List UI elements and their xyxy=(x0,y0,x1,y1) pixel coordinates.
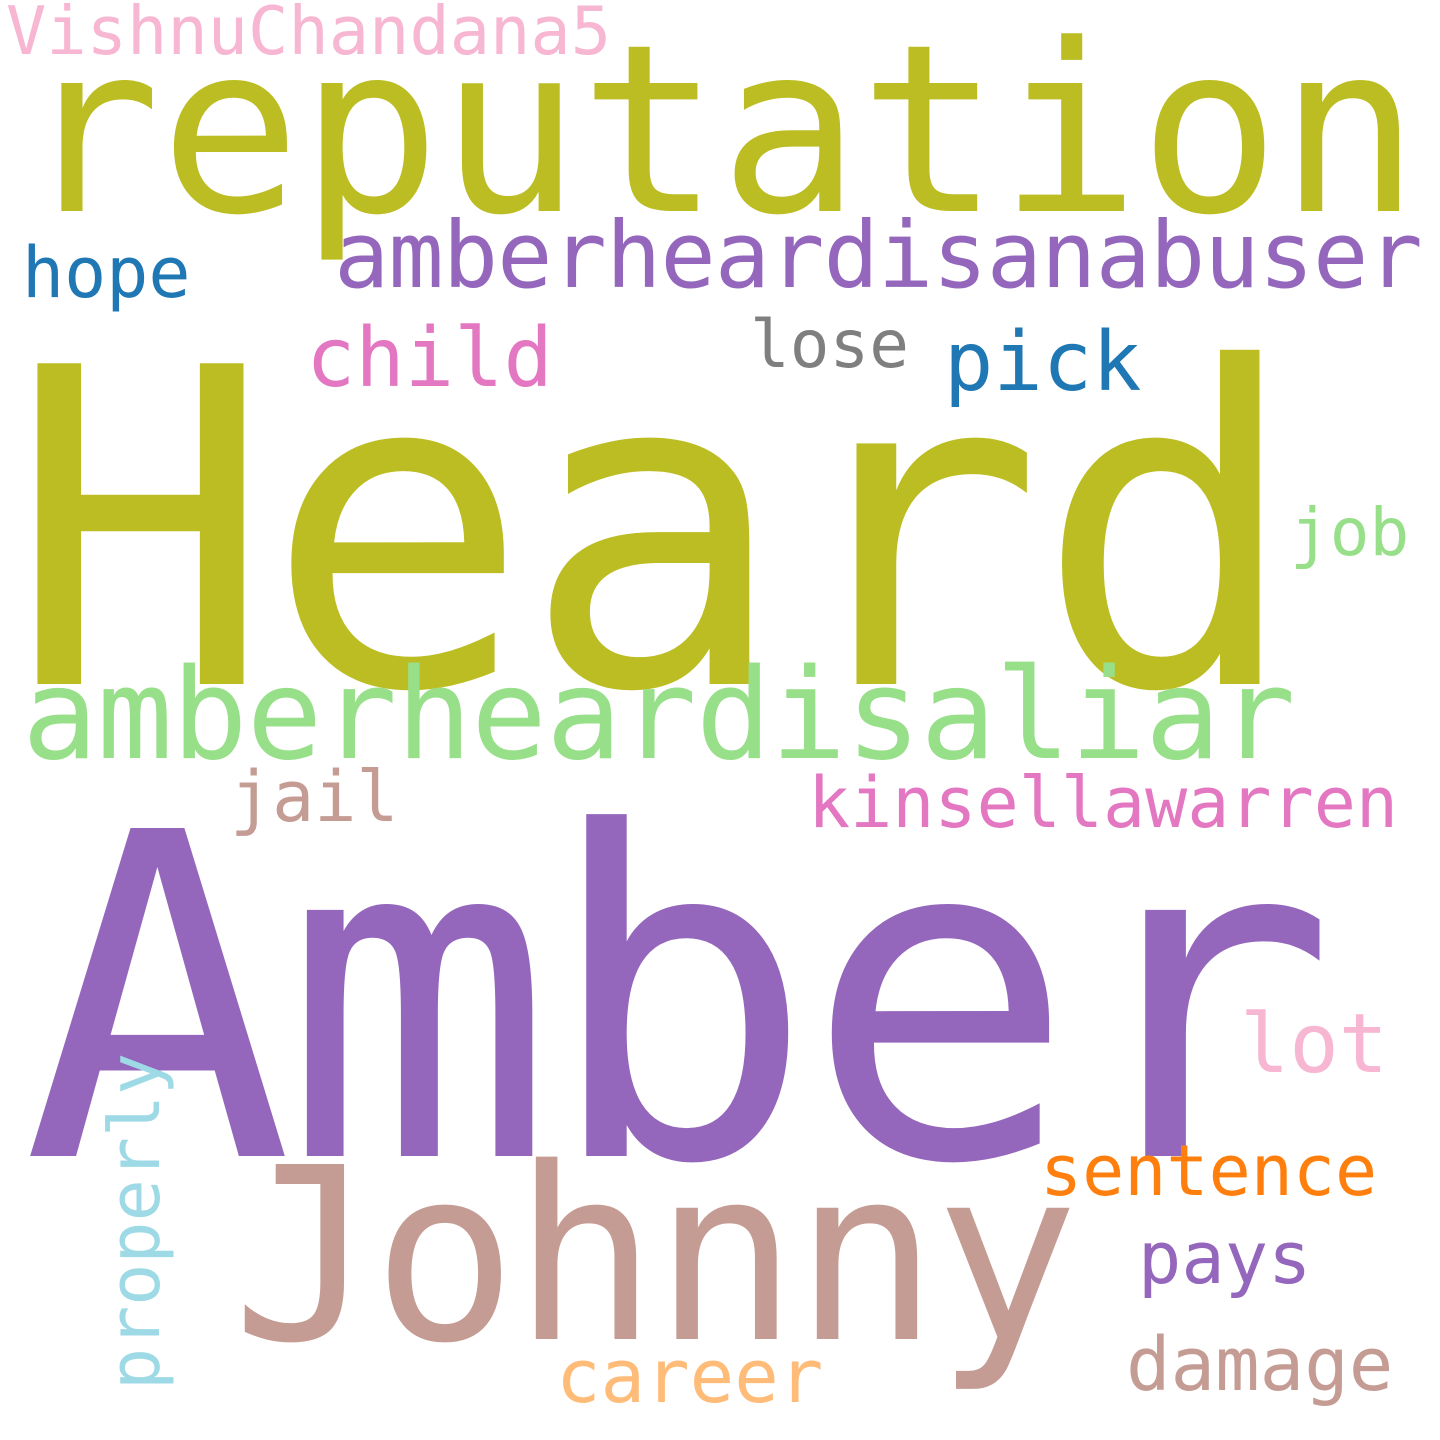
word-amber: Amber xyxy=(22,739,1337,1263)
word-amberheardisaliar: amberheardisaliar xyxy=(22,641,1296,788)
word-lose: lose xyxy=(750,306,909,383)
word-pays: pays xyxy=(1138,1216,1312,1300)
word-damage: damage xyxy=(1126,1322,1394,1408)
word-jail: jail xyxy=(230,756,399,838)
word-hope: hope xyxy=(22,232,191,314)
word-properly: properly xyxy=(94,1052,176,1390)
word-lot: lot xyxy=(1240,997,1389,1092)
word-job: job xyxy=(1290,494,1410,571)
word-sentence: sentence xyxy=(1040,1130,1378,1212)
word-pick: pick xyxy=(944,315,1142,410)
word-heard: Heard xyxy=(8,276,1301,788)
word-vishnuchandana5: VishnuChandana5 xyxy=(6,0,612,70)
word-amberheardisanabuser: amberheardisanabuser xyxy=(334,202,1423,309)
word-child: child xyxy=(306,311,553,406)
word-kinsellawarren: kinsellawarren xyxy=(808,762,1399,844)
word-reputation: reputation xyxy=(20,0,1420,267)
word-johnny: Johnny xyxy=(232,1116,1079,1396)
word-career: career xyxy=(556,1334,824,1420)
